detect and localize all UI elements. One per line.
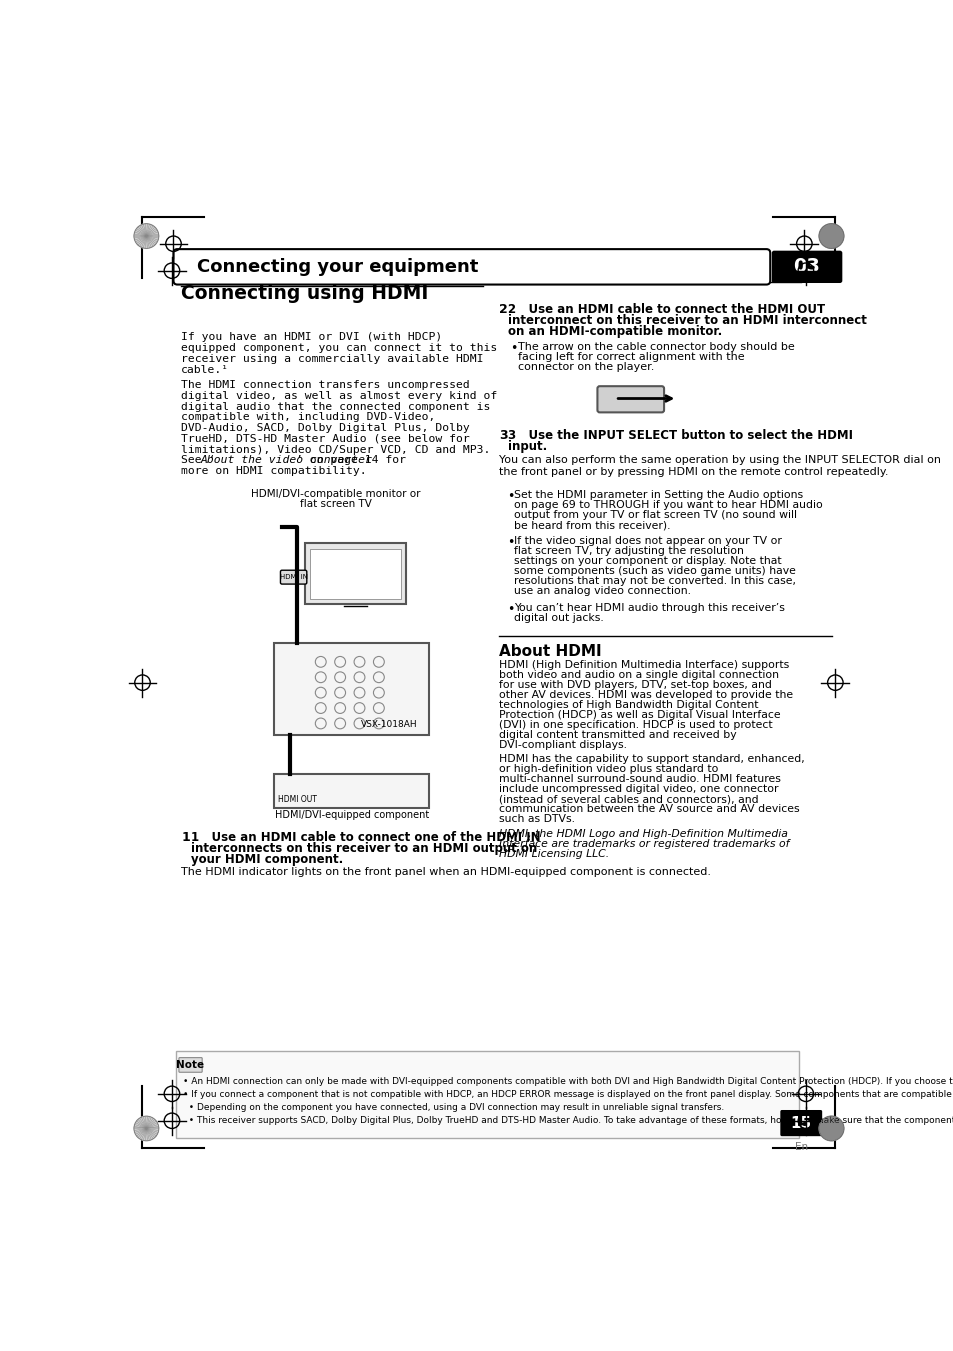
FancyBboxPatch shape <box>280 570 307 584</box>
Text: 1   Use an HDMI cable to connect one of the HDMI IN: 1 Use an HDMI cable to connect one of th… <box>191 831 539 844</box>
Text: HDMI/DVI-compatible monitor or: HDMI/DVI-compatible monitor or <box>252 489 420 499</box>
Text: HDMI/DVI-equipped component: HDMI/DVI-equipped component <box>274 811 429 820</box>
FancyBboxPatch shape <box>305 543 406 604</box>
Text: limitations), Video CD/Super VCD, CD and MP3.: limitations), Video CD/Super VCD, CD and… <box>181 444 490 455</box>
Text: • This receiver supports SACD, Dolby Digital Plus, Dolby TrueHD and DTS-HD Maste: • This receiver supports SACD, Dolby Dig… <box>183 1116 953 1125</box>
Text: use an analog video connection.: use an analog video connection. <box>514 586 691 596</box>
Text: The HDMI connection transfers uncompressed: The HDMI connection transfers uncompress… <box>181 380 470 390</box>
Text: flat screen TV, try adjusting the resolution: flat screen TV, try adjusting the resolu… <box>514 546 743 557</box>
Text: some components (such as video game units) have: some components (such as video game unit… <box>514 566 796 577</box>
Text: If the video signal does not appear on your TV or: If the video signal does not appear on y… <box>514 536 781 546</box>
Text: both video and audio on a single digital connection: both video and audio on a single digital… <box>498 670 779 680</box>
Text: 2   Use an HDMI cable to connect the HDMI OUT: 2 Use an HDMI cable to connect the HDMI … <box>508 303 824 316</box>
Text: settings on your component or display. Note that: settings on your component or display. N… <box>514 557 781 566</box>
Text: •: • <box>510 342 517 354</box>
Text: interconnects on this receiver to an HDMI output on: interconnects on this receiver to an HDM… <box>191 842 537 855</box>
Text: interconnect on this receiver to an HDMI interconnect: interconnect on this receiver to an HDMI… <box>508 313 866 327</box>
Text: • If you connect a component that is not compatible with HDCP, an HDCP ERROR mes: • If you connect a component that is not… <box>183 1090 953 1098</box>
Circle shape <box>819 224 843 249</box>
Text: Protection (HDCP) as well as Digital Visual Interface: Protection (HDCP) as well as Digital Vis… <box>498 709 780 720</box>
FancyBboxPatch shape <box>173 249 769 285</box>
Text: 3: 3 <box>498 430 507 442</box>
Text: digital content transmitted and received by: digital content transmitted and received… <box>498 730 736 739</box>
FancyBboxPatch shape <box>274 643 429 735</box>
Text: TrueHD, DTS-HD Master Audio (see below for: TrueHD, DTS-HD Master Audio (see below f… <box>181 434 470 444</box>
Text: receiver using a commercially available HDMI: receiver using a commercially available … <box>181 354 483 363</box>
Text: flat screen TV: flat screen TV <box>300 499 372 508</box>
Text: multi-channel surround-sound audio. HDMI features: multi-channel surround-sound audio. HDMI… <box>498 774 781 785</box>
Text: on an HDMI-compatible monitor.: on an HDMI-compatible monitor. <box>508 324 721 338</box>
FancyBboxPatch shape <box>771 251 841 282</box>
Text: input.: input. <box>508 440 547 453</box>
FancyBboxPatch shape <box>274 774 429 808</box>
Text: Connecting your equipment: Connecting your equipment <box>196 258 477 276</box>
FancyBboxPatch shape <box>310 549 401 600</box>
Text: HDMI OUT: HDMI OUT <box>278 794 316 804</box>
Text: About the video converter: About the video converter <box>200 455 372 466</box>
Text: facing left for correct alignment with the: facing left for correct alignment with t… <box>517 351 744 362</box>
Text: 15: 15 <box>790 1116 811 1131</box>
Text: Connecting using HDMI: Connecting using HDMI <box>181 284 428 303</box>
Text: HDMI, the HDMI Logo and High-Definition Multimedia: HDMI, the HDMI Logo and High-Definition … <box>498 830 787 839</box>
Text: 2: 2 <box>498 303 507 316</box>
Text: En: En <box>794 1143 807 1152</box>
Circle shape <box>133 1116 158 1140</box>
Text: See ‘: See ‘ <box>181 455 215 466</box>
Text: Interface are trademarks or registered trademarks of: Interface are trademarks or registered t… <box>498 839 789 848</box>
Text: more on HDMI compatibility.: more on HDMI compatibility. <box>181 466 367 477</box>
Text: digital video, as well as almost every kind of: digital video, as well as almost every k… <box>181 390 497 401</box>
Text: • An HDMI connection can only be made with DVI-equipped components compatible wi: • An HDMI connection can only be made wi… <box>183 1077 953 1086</box>
FancyBboxPatch shape <box>175 1051 798 1139</box>
Text: such as DTVs.: such as DTVs. <box>498 815 575 824</box>
Text: be heard from this receiver).: be heard from this receiver). <box>514 520 670 530</box>
Circle shape <box>133 224 158 249</box>
FancyBboxPatch shape <box>179 1058 202 1073</box>
Text: •: • <box>506 490 514 503</box>
Text: You can’t hear HDMI audio through this receiver’s: You can’t hear HDMI audio through this r… <box>514 603 784 612</box>
Text: communication between the AV source and AV devices: communication between the AV source and … <box>498 804 799 815</box>
Text: technologies of High Bandwidth Digital Content: technologies of High Bandwidth Digital C… <box>498 700 758 709</box>
Text: The HDMI indicator lights on the front panel when an HDMI-equipped component is : The HDMI indicator lights on the front p… <box>181 867 711 877</box>
Text: your HDMI component.: your HDMI component. <box>191 852 342 866</box>
FancyBboxPatch shape <box>597 386 663 412</box>
Text: DVI-compliant displays.: DVI-compliant displays. <box>498 739 626 750</box>
Text: digital out jacks.: digital out jacks. <box>514 612 603 623</box>
Text: About HDMI: About HDMI <box>498 644 601 659</box>
Text: •: • <box>506 603 514 616</box>
FancyBboxPatch shape <box>780 1111 821 1136</box>
Text: The arrow on the cable connector body should be: The arrow on the cable connector body sh… <box>517 342 794 351</box>
Text: 1: 1 <box>181 831 190 844</box>
Text: equipped component, you can connect it to this: equipped component, you can connect it t… <box>181 343 497 353</box>
Text: (DVI) in one specification. HDCP is used to protect: (DVI) in one specification. HDCP is used… <box>498 720 772 730</box>
Text: 03: 03 <box>792 257 820 277</box>
Text: (instead of several cables and connectors), and: (instead of several cables and connector… <box>498 794 758 804</box>
Text: VSX-1018AH: VSX-1018AH <box>360 720 417 728</box>
Text: ’ on page 14 for: ’ on page 14 for <box>296 455 406 466</box>
Text: If you have an HDMI or DVI (with HDCP): If you have an HDMI or DVI (with HDCP) <box>181 332 442 342</box>
Text: HDMI (High Definition Multimedia Interface) supports: HDMI (High Definition Multimedia Interfa… <box>498 659 788 670</box>
Text: HDMI has the capability to support standard, enhanced,: HDMI has the capability to support stand… <box>498 754 804 765</box>
Text: HDMI Licensing LLC.: HDMI Licensing LLC. <box>498 848 609 859</box>
Text: or high-definition video plus standard to: or high-definition video plus standard t… <box>498 765 718 774</box>
Text: other AV devices. HDMI was developed to provide the: other AV devices. HDMI was developed to … <box>498 689 792 700</box>
Text: compatible with, including DVD-Video,: compatible with, including DVD-Video, <box>181 412 436 423</box>
Text: HDMI IN: HDMI IN <box>279 574 307 580</box>
Text: 3   Use the INPUT SELECT button to select the HDMI: 3 Use the INPUT SELECT button to select … <box>508 430 852 442</box>
Text: • Depending on the component you have connected, using a DVI connection may resu: • Depending on the component you have co… <box>183 1102 723 1112</box>
Text: •: • <box>506 536 514 550</box>
Text: Set the HDMI parameter in Setting the Audio options: Set the HDMI parameter in Setting the Au… <box>514 490 802 500</box>
Text: connector on the player.: connector on the player. <box>517 362 654 372</box>
Text: digital audio that the connected component is: digital audio that the connected compone… <box>181 401 490 412</box>
Text: cable.¹: cable.¹ <box>181 365 229 374</box>
Text: for use with DVD players, DTV, set-top boxes, and: for use with DVD players, DTV, set-top b… <box>498 680 771 689</box>
Text: resolutions that may not be converted. In this case,: resolutions that may not be converted. I… <box>514 577 796 586</box>
Text: on page 69 to THROUGH if you want to hear HDMI audio: on page 69 to THROUGH if you want to hea… <box>514 500 822 511</box>
Text: output from your TV or flat screen TV (no sound will: output from your TV or flat screen TV (n… <box>514 511 797 520</box>
Text: You can also perform the same operation by using the INPUT SELECTOR dial on the : You can also perform the same operation … <box>498 455 940 477</box>
Text: include uncompressed digital video, one connector: include uncompressed digital video, one … <box>498 785 778 794</box>
Text: DVD-Audio, SACD, Dolby Digital Plus, Dolby: DVD-Audio, SACD, Dolby Digital Plus, Dol… <box>181 423 470 434</box>
Text: Note: Note <box>176 1059 204 1070</box>
Circle shape <box>819 1116 843 1140</box>
